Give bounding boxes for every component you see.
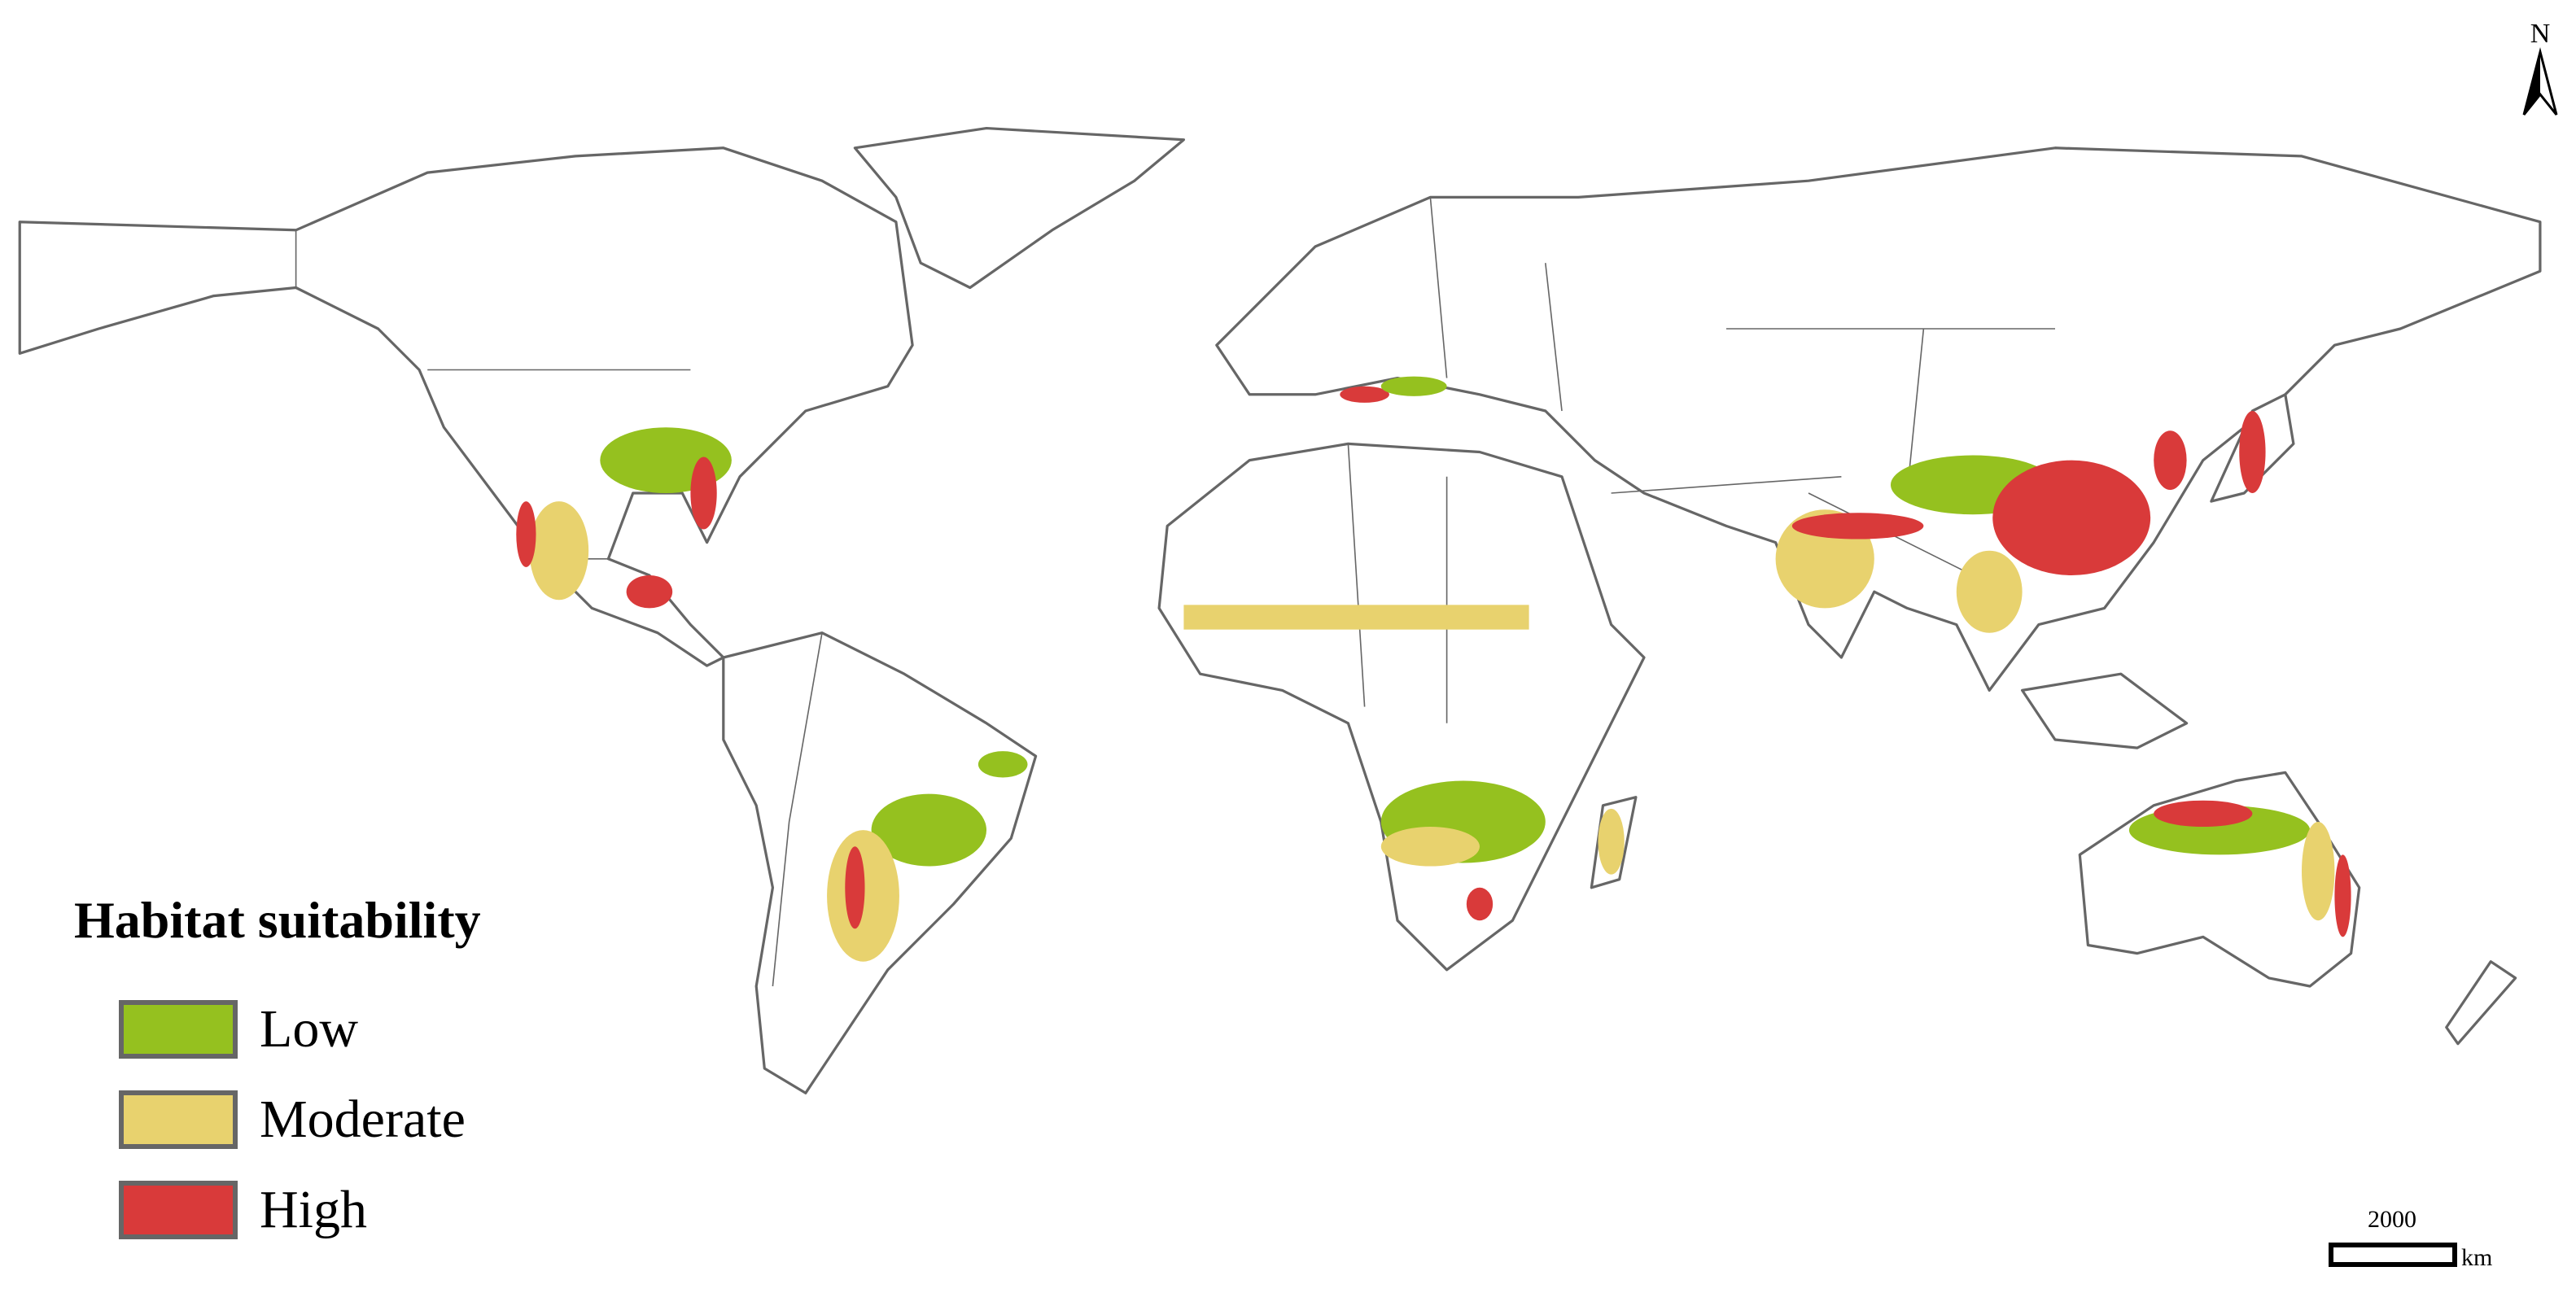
patch <box>2334 854 2351 937</box>
patch <box>516 501 536 567</box>
scale-unit: km <box>2461 1244 2492 1271</box>
legend-label: High <box>260 1180 367 1239</box>
patch <box>977 751 1028 778</box>
legend: Low Moderate High <box>119 999 466 1239</box>
patch <box>2302 822 2335 921</box>
world-map <box>18 126 2542 1094</box>
scale-value: 2000 <box>2368 1206 2416 1233</box>
legend-title: Habitat suitability <box>74 891 481 949</box>
patch <box>1466 887 1494 921</box>
north-label: N <box>2530 19 2551 49</box>
patch <box>1183 605 1529 630</box>
patch <box>1791 513 1924 539</box>
patch <box>1340 386 1389 403</box>
patch <box>871 793 986 867</box>
patch <box>1992 460 2151 575</box>
patch <box>1380 827 1480 867</box>
patch <box>2239 411 2266 493</box>
patch <box>2154 800 2253 828</box>
patch <box>529 501 589 601</box>
patch <box>626 575 673 609</box>
legend-swatch <box>119 1000 238 1059</box>
patch <box>1380 376 1447 396</box>
north-arrow-half <box>2524 52 2540 115</box>
patch <box>1598 808 1625 875</box>
legend-swatch <box>119 1090 238 1149</box>
greenland <box>853 126 1186 290</box>
legend-swatch <box>119 1181 238 1239</box>
north-america <box>18 146 914 667</box>
suitability-patches <box>516 376 2351 962</box>
patch <box>690 456 717 530</box>
legend-label: Moderate <box>260 1090 466 1149</box>
patch <box>2154 430 2187 490</box>
patch <box>1956 550 2023 633</box>
africa <box>1157 442 1646 972</box>
scale-bar <box>2329 1243 2457 1267</box>
patch <box>845 846 865 929</box>
new-zealand <box>2445 960 2517 1046</box>
legend-label: Low <box>260 999 358 1059</box>
southeast-asia-islands <box>2020 672 2189 749</box>
